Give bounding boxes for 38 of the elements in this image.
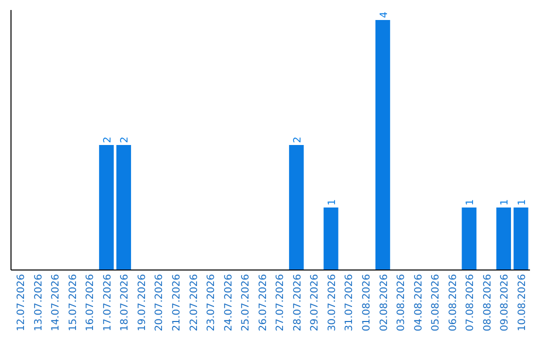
data-label: 2 — [292, 136, 304, 143]
x-tick-label: 10.08.2026 — [516, 274, 528, 332]
x-tick-label: 04.08.2026 — [413, 274, 424, 332]
x-tick-label: 13.07.2026 — [33, 274, 44, 332]
x-tick-label: 16.07.2026 — [85, 274, 96, 332]
data-label: 4 — [378, 12, 390, 18]
x-tick-label: 23.07.2026 — [206, 274, 218, 332]
data-label: 1 — [326, 199, 338, 206]
x-tick-label: 05.08.2026 — [430, 274, 442, 332]
x-tick-label: 28.07.2026 — [292, 274, 304, 332]
x-tick-label: 29.07.2026 — [310, 274, 321, 332]
x-tick-label: 20.07.2026 — [154, 274, 166, 332]
x-tick-label: 27.07.2026 — [275, 274, 286, 332]
x-tick-label: 06.08.2026 — [448, 274, 459, 332]
x-tick-label: 31.07.2026 — [344, 274, 356, 332]
x-tick-label: 17.07.2026 — [102, 274, 114, 332]
x-tick-label: 02.08.2026 — [378, 274, 390, 332]
x-tick-label: 03.08.2026 — [396, 274, 408, 332]
x-tick-label: 09.08.2026 — [500, 274, 511, 332]
x-tick-label: 01.08.2026 — [361, 274, 372, 332]
data-label: 1 — [465, 199, 476, 206]
x-tick-label: 25.07.2026 — [240, 274, 252, 332]
data-label: 2 — [102, 136, 114, 143]
x-tick-label: 24.07.2026 — [223, 274, 234, 332]
x-tick-label: 22.07.2026 — [188, 274, 200, 332]
x-tick-label: 30.07.2026 — [326, 274, 338, 332]
x-tick-label: 18.07.2026 — [120, 274, 131, 332]
x-tick-label: 19.07.2026 — [136, 274, 148, 332]
data-label: 1 — [500, 199, 511, 206]
x-tick-label: 14.07.2026 — [50, 274, 62, 332]
x-tick-label: 08.08.2026 — [482, 274, 494, 332]
x-tick-label: 26.07.2026 — [258, 274, 269, 332]
x-tick-label: 12.07.2026 — [16, 274, 28, 332]
data-label: 1 — [516, 199, 528, 206]
x-tick-label: 07.08.2026 — [465, 274, 476, 332]
data-label: 2 — [120, 136, 131, 143]
x-tick-label: 21.07.2026 — [172, 274, 183, 332]
x-tick-label: 15.07.2026 — [68, 274, 79, 332]
